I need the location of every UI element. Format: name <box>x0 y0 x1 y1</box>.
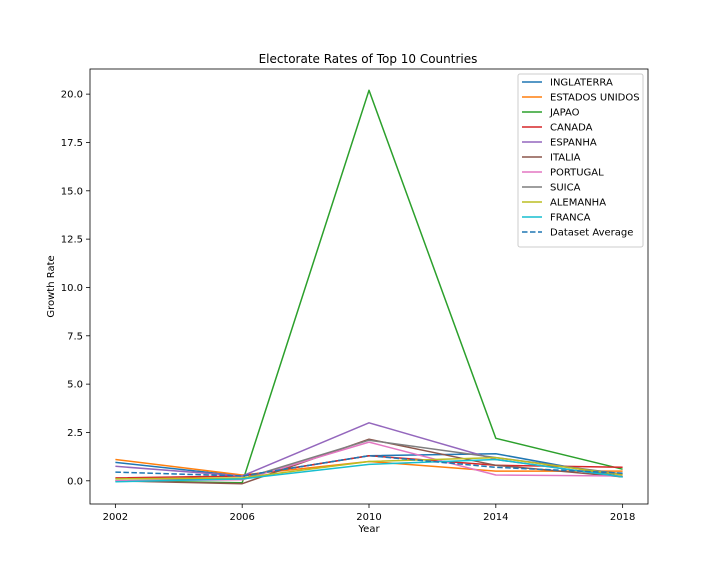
y-tick-label: 0.0 <box>67 476 83 487</box>
legend-label: JAPAO <box>549 108 580 119</box>
y-tick-label: 12.5 <box>61 235 83 246</box>
x-tick-label: 2006 <box>229 512 254 523</box>
legend-label: INGLATERRA <box>550 78 613 89</box>
legend-label: ESTADOS UNIDOS <box>550 93 640 104</box>
legend-label: ITALIA <box>550 153 581 164</box>
y-tick-label: 20.0 <box>61 90 83 101</box>
y-tick-label: 17.5 <box>61 138 83 149</box>
y-axis: 0.0 2.5 5.0 7.5 10.0 12.5 15.0 17.5 20.0 <box>61 90 90 487</box>
y-tick-label: 2.5 <box>67 428 83 439</box>
y-tick-label: 7.5 <box>67 331 83 342</box>
x-axis-label: Year <box>357 524 380 535</box>
legend-label: PORTUGAL <box>550 168 604 179</box>
legend-label: SUICA <box>550 183 581 194</box>
x-axis: 2002 2006 2010 2014 2018 <box>103 504 635 523</box>
legend-label: CANADA <box>550 123 593 134</box>
y-tick-label: 10.0 <box>61 283 83 294</box>
y-axis-label: Growth Rate <box>46 255 57 317</box>
series-lines <box>115 89 623 485</box>
legend-label: FRANCA <box>550 213 591 224</box>
legend: INGLATERRA ESTADOS UNIDOS JAPAO CANADA ESPAN… <box>517 73 644 248</box>
legend-label: Dataset Average <box>550 228 633 239</box>
x-tick-label: 2018 <box>610 512 635 523</box>
legend-label: ESPANHA <box>550 138 597 149</box>
y-tick-label: 5.0 <box>67 380 83 391</box>
series-line-dataset-average <box>115 454 623 477</box>
y-tick-label: 15.0 <box>61 186 83 197</box>
series-line-franca <box>115 458 623 483</box>
legend-label: ALEMANHA <box>550 198 606 209</box>
chart-title: Electorate Rates of Top 10 Countries <box>259 52 478 66</box>
x-tick-label: 2002 <box>103 512 128 523</box>
x-tick-label: 2014 <box>483 512 508 523</box>
x-tick-label: 2010 <box>356 512 381 523</box>
legend-box <box>517 73 644 248</box>
series-line-alemanha <box>115 456 623 480</box>
